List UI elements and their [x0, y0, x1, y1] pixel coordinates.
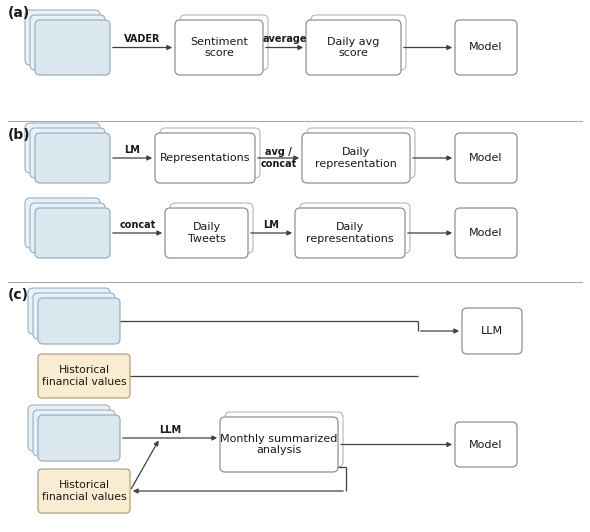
FancyBboxPatch shape: [28, 405, 110, 451]
FancyBboxPatch shape: [35, 20, 110, 75]
Text: Model: Model: [469, 43, 503, 53]
FancyBboxPatch shape: [30, 203, 105, 253]
Text: (c): (c): [8, 288, 29, 302]
FancyBboxPatch shape: [30, 128, 105, 178]
Text: Daily
Tweets: Daily Tweets: [188, 222, 225, 244]
FancyBboxPatch shape: [170, 203, 253, 253]
Text: concat: concat: [119, 220, 156, 230]
FancyBboxPatch shape: [307, 128, 415, 178]
Text: Monthly summarized
analysis: Monthly summarized analysis: [220, 434, 337, 455]
FancyBboxPatch shape: [38, 415, 120, 461]
FancyBboxPatch shape: [25, 198, 100, 248]
Text: Historical
financial values: Historical financial values: [42, 365, 126, 387]
Text: Model: Model: [469, 439, 503, 450]
FancyBboxPatch shape: [300, 203, 410, 253]
FancyBboxPatch shape: [175, 20, 263, 75]
Text: Daily
representations: Daily representations: [306, 222, 394, 244]
Text: Sentiment
score: Sentiment score: [190, 37, 248, 59]
FancyBboxPatch shape: [165, 208, 248, 258]
Text: avg /
concat: avg / concat: [260, 147, 297, 169]
FancyBboxPatch shape: [155, 133, 255, 183]
Text: Historical
financial values: Historical financial values: [42, 480, 126, 502]
Text: LM: LM: [264, 220, 280, 230]
FancyBboxPatch shape: [220, 417, 338, 472]
FancyBboxPatch shape: [306, 20, 401, 75]
FancyBboxPatch shape: [25, 123, 100, 173]
Text: Model: Model: [469, 228, 503, 238]
Text: Representations: Representations: [160, 153, 250, 163]
FancyBboxPatch shape: [35, 208, 110, 258]
Text: average: average: [262, 35, 307, 45]
FancyBboxPatch shape: [33, 410, 115, 456]
FancyBboxPatch shape: [455, 20, 517, 75]
Text: Daily avg
score: Daily avg score: [327, 37, 380, 59]
FancyBboxPatch shape: [462, 308, 522, 354]
Text: Daily
representation: Daily representation: [315, 147, 397, 169]
Text: Model: Model: [469, 153, 503, 163]
Text: LLM: LLM: [481, 326, 503, 336]
FancyBboxPatch shape: [311, 15, 406, 70]
FancyBboxPatch shape: [225, 412, 343, 467]
Text: LLM: LLM: [159, 425, 181, 435]
FancyBboxPatch shape: [30, 15, 105, 70]
FancyBboxPatch shape: [35, 133, 110, 183]
Text: (b): (b): [8, 128, 31, 142]
FancyBboxPatch shape: [295, 208, 405, 258]
FancyBboxPatch shape: [455, 208, 517, 258]
Text: LM: LM: [124, 145, 140, 155]
FancyBboxPatch shape: [455, 133, 517, 183]
FancyBboxPatch shape: [302, 133, 410, 183]
Text: (a): (a): [8, 6, 30, 20]
FancyBboxPatch shape: [180, 15, 268, 70]
FancyBboxPatch shape: [25, 10, 100, 65]
FancyBboxPatch shape: [33, 293, 115, 339]
FancyBboxPatch shape: [455, 422, 517, 467]
FancyBboxPatch shape: [38, 469, 130, 513]
FancyBboxPatch shape: [28, 288, 110, 334]
FancyBboxPatch shape: [38, 354, 130, 398]
FancyBboxPatch shape: [160, 128, 260, 178]
Text: VADER: VADER: [124, 35, 160, 45]
FancyBboxPatch shape: [38, 298, 120, 344]
